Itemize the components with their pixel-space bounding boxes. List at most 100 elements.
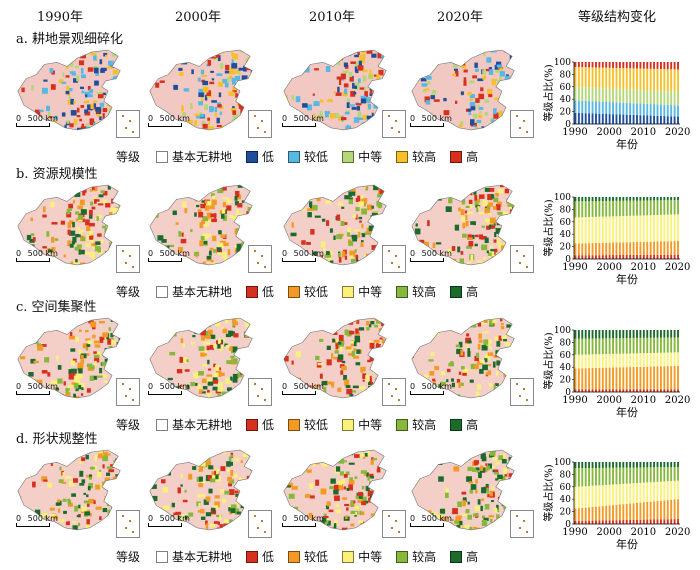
legend-label: 低 (262, 416, 274, 433)
chart-bar-segment (619, 462, 621, 468)
chart-bar-segment (616, 462, 618, 468)
chart-bar-segment (657, 69, 659, 91)
chart-bar-segment (663, 62, 665, 69)
legend-label: 基本无耕地 (172, 148, 232, 165)
chart-bar-segment (667, 353, 669, 367)
chart-bar-segment (629, 115, 631, 124)
chart-bar-segment (581, 339, 583, 355)
legend-item: 较低 (288, 548, 328, 565)
chart-bar-segment (663, 519, 665, 524)
chart-bar-segment (667, 215, 669, 242)
chart-bar-segment (626, 338, 628, 354)
scale-label: 500 km (28, 514, 58, 523)
scale-zero: 0 (282, 514, 287, 523)
scale-bar: 0 500 km (16, 382, 58, 391)
chart-bar-segment (639, 242, 641, 255)
chart-bar-segment (595, 354, 597, 368)
chart-bar-segment (578, 368, 580, 389)
chart-bar-segment (677, 197, 679, 200)
chart-bar-segment (663, 330, 665, 338)
chart-bar-segment (636, 330, 638, 338)
chart-bar-segment (670, 255, 672, 259)
chart-bar-segment (578, 462, 580, 468)
chart-bar-segment (622, 255, 624, 259)
chart-bar-segment (626, 354, 628, 368)
chart-bar-segment (643, 467, 645, 482)
chart-bar-segment (629, 255, 631, 259)
chart-bar-segment (609, 485, 611, 506)
chart-bar-segment (636, 90, 638, 104)
x-tick-label: 1990 (562, 395, 587, 406)
chart-bar-segment (626, 103, 628, 115)
scale-bar: 0 500 km (148, 249, 190, 258)
chart-bar-segment (588, 486, 590, 507)
chart-bar-segment (633, 330, 635, 338)
legend-label: 较高 (412, 548, 436, 565)
south-china-sea-inset (510, 245, 534, 273)
chart-bar-segment (622, 242, 624, 255)
chart-bar-segment (646, 69, 648, 91)
chart-bar-segment (657, 519, 659, 524)
column-header-2020: 2020年 (400, 6, 520, 25)
row-title: a. 耕地景观细碎化 (16, 28, 123, 47)
scale-line (148, 123, 182, 127)
scale-label: 500 km (294, 114, 324, 123)
chart-bar-segment (643, 201, 645, 216)
chart-bar-segment (660, 353, 662, 367)
chart-bar-segment (578, 508, 580, 521)
chart-bar-segment (595, 255, 597, 259)
chart-bar-segment (674, 92, 676, 106)
chart-bar-segment (616, 102, 618, 114)
chart-bar-segment (612, 197, 614, 201)
chart-bar-segment (674, 500, 676, 520)
legend-item: 较低 (288, 148, 328, 165)
chart-bar-segment (660, 255, 662, 259)
chart-bar-segment (581, 462, 583, 468)
chart-bar-segment (660, 366, 662, 389)
scale-zero: 0 (16, 114, 21, 123)
chart-bar-segment (612, 102, 614, 114)
x-tick-label: 2010 (631, 395, 656, 406)
chart-bar-segment (588, 330, 590, 339)
chart-bar-segment (639, 503, 641, 520)
chart-bar-segment (622, 367, 624, 389)
chart-bar-segment (646, 62, 648, 69)
x-tick-label: 2000 (596, 395, 621, 406)
x-tick-label: 2020 (665, 127, 690, 138)
chart-bar-segment (592, 486, 594, 507)
chart-bar-segment (653, 501, 655, 519)
chart-bar-segment (626, 89, 628, 103)
chart-bar-segment (650, 116, 652, 124)
row-title: c. 空间集聚性 (16, 296, 97, 315)
chart-bar-segment (581, 62, 583, 67)
y-tick-label: 40 (560, 495, 572, 505)
legend-label: 较低 (304, 283, 328, 300)
chart-bar-segment (592, 113, 594, 124)
chart-bar-segment (633, 468, 635, 484)
chart-bar-segment (592, 468, 594, 486)
chart-bar-segment (663, 338, 665, 353)
legend-label: 较高 (412, 283, 436, 300)
chart-bar-segment (619, 68, 621, 89)
chart-bar-segment (657, 482, 659, 501)
chart-bar-segment (581, 368, 583, 389)
chart-bar-segment (622, 468, 624, 484)
scale-bar: 0 500 km (16, 514, 58, 523)
chart-bar-segment (595, 201, 597, 217)
chart-bar-segment (585, 468, 587, 486)
chart-bar-segment (588, 339, 590, 355)
chart-bar-segment (677, 241, 679, 255)
chart-bar-segment (602, 114, 604, 124)
chart-bar-segment (598, 243, 600, 255)
chart-bar-segment (598, 255, 600, 259)
chart-bar-segment (677, 337, 679, 352)
chart-bar-segment (660, 462, 662, 467)
chart-bar-segment (643, 520, 645, 524)
scale-bar: 0 500 km (148, 514, 190, 523)
chart-bar-segment (626, 468, 628, 484)
chart-bar-segment (646, 115, 648, 124)
chart-bar-segment (629, 353, 631, 367)
legend-item: 较低 (288, 416, 328, 433)
chart-bar-segment (639, 462, 641, 467)
chart-bar-segment (595, 521, 597, 524)
